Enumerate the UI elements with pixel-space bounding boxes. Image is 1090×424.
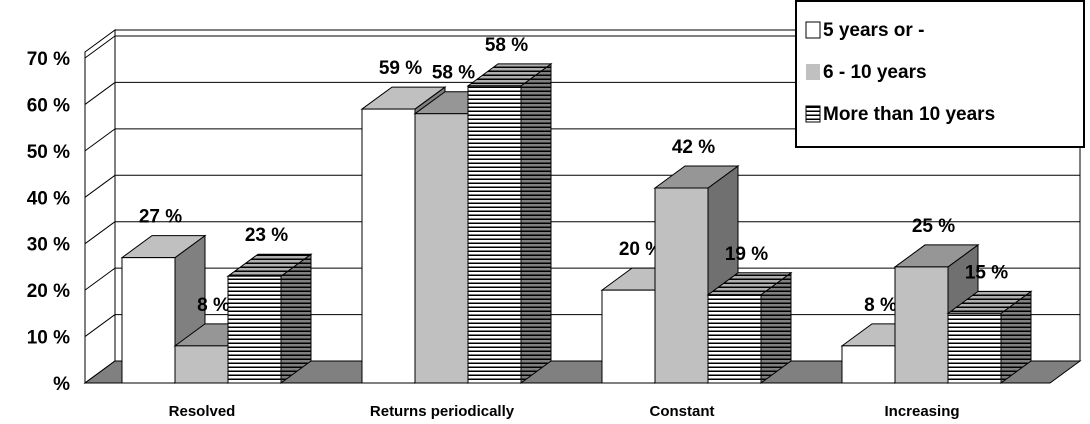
y-tick-label: 30 % [27,235,70,256]
value-label: 8 % [197,295,230,316]
value-label: 19 % [725,244,768,265]
grid-line [84,314,116,337]
y-tick-label: 60 % [27,95,70,116]
legend-swatch [805,21,821,39]
legend-label: 6 - 10 years [823,62,927,83]
bar [894,266,949,384]
y-tick-label: 70 % [27,49,70,70]
bar [121,257,176,384]
legend-label: More than 10 years [823,104,995,125]
y-tick-label: 50 % [27,142,70,163]
bar [227,275,282,384]
legend-label: 5 years or - [823,20,924,41]
value-label: 8 % [864,295,897,316]
value-label: 20 % [619,239,662,260]
value-label: 58 % [432,63,475,84]
x-tick-label: Constant [650,403,715,420]
y-tick-label: 40 % [27,188,70,209]
bar [361,108,416,384]
grid-line [84,128,116,152]
value-label: 25 % [912,216,955,237]
bar [947,312,1002,384]
x-tick-label: Increasing [884,403,959,420]
value-label: 15 % [965,262,1008,283]
bar-side [520,62,552,384]
grid-line [84,35,116,59]
value-label: 59 % [379,58,422,79]
value-label: 42 % [672,137,715,158]
grid-line [84,267,116,291]
legend-box [795,0,1085,148]
x-tick-label: Resolved [169,403,236,420]
grid-line [84,221,116,245]
x-tick-label: Returns periodically [370,403,515,420]
grid-line [84,174,116,198]
y-tick-label: % [53,374,70,395]
legend-swatch [806,64,820,80]
bar [174,345,229,384]
value-label: 23 % [245,225,288,246]
bar [414,113,469,384]
bar [601,289,656,384]
y-tick-label: 10 % [27,328,70,349]
bar [707,294,762,384]
value-label: 58 % [485,35,528,56]
side-wall [84,29,116,384]
value-label: 27 % [139,207,182,228]
y-tick-label: 20 % [27,281,70,302]
grid-line [84,82,116,105]
bar [467,85,522,384]
legend-swatch [805,105,821,123]
bar [654,187,709,384]
bar [841,345,896,384]
